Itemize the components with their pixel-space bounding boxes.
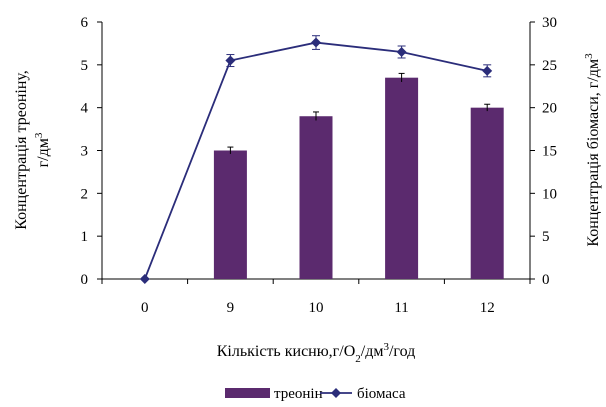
y-right-title-text: Концентрація біомаси, г/дм	[585, 59, 602, 247]
svg-text:г/дм3: г/дм3	[33, 132, 52, 167]
x-tick-label: 10	[309, 300, 324, 316]
legend: треонін біомаса	[225, 386, 406, 402]
x-tick-label: 12	[480, 300, 495, 316]
y-right-title-sup: 3	[583, 53, 595, 59]
legend-label-line: біомаса	[357, 386, 406, 402]
line-point-biomasa	[482, 65, 493, 76]
line-point-biomasa	[225, 55, 236, 66]
line-point-biomasa	[396, 46, 407, 57]
bar-treonin	[385, 77, 419, 279]
x-axis-title: Кількість кисню,г/О2/дм3/год	[217, 341, 416, 365]
y-left-tick-label: 5	[81, 58, 89, 74]
line-point-biomasa	[139, 274, 150, 284]
y-right-tick-label: 5	[542, 229, 550, 245]
x-title-end: /год	[389, 343, 415, 360]
bar-treonin	[470, 107, 504, 280]
x-tick-label: 0	[141, 300, 149, 316]
y-left-title: Концентрація треоніну, г/дм3	[13, 70, 52, 230]
bar-treonin	[299, 116, 333, 279]
y-left-title-sup: 3	[33, 132, 45, 138]
line-point-biomasa	[311, 37, 321, 48]
y-left-tick-label: 1	[81, 229, 89, 245]
x-title-sub: 2	[355, 353, 361, 365]
y-left-tick-label: 4	[81, 101, 89, 117]
y-right-title: Концентрація біомаси, г/дм3	[583, 53, 602, 247]
bar-treonin	[213, 150, 247, 279]
y-left-tick-label: 3	[81, 144, 89, 160]
y-right-tick-label: 30	[542, 15, 557, 31]
x-title-mid: /дм	[361, 343, 384, 360]
y-right-tick-label: 0	[542, 272, 550, 288]
y-left-title-line1: Концентрація треоніну,	[13, 70, 30, 230]
y-right-tick-label: 10	[542, 186, 557, 202]
legend-swatch-marker	[331, 388, 341, 398]
legend-label-bar: треонін	[274, 386, 323, 402]
y-right-tick-label: 25	[542, 58, 557, 74]
x-tick-label: 9	[227, 300, 235, 316]
y-left-tick-label: 6	[81, 15, 89, 31]
svg-text:Концентрація біомаси, г/дм3: Концентрація біомаси, г/дм3	[583, 53, 602, 247]
legend-swatch-bar	[225, 388, 270, 398]
svg-text:Концентрація треоніну,: Концентрація треоніну,	[13, 70, 30, 230]
x-title-main: Кількість кисню,г/О	[217, 343, 356, 360]
y-right-tick-label: 20	[542, 101, 557, 117]
y-right-tick-label: 15	[542, 144, 557, 160]
x-title-sup: 3	[383, 341, 389, 353]
y-left-title-line2: г/дм	[35, 138, 52, 167]
y-left-tick-label: 2	[81, 186, 89, 202]
y-left-tick-label: 0	[81, 272, 89, 288]
x-tick-label: 11	[394, 300, 408, 316]
